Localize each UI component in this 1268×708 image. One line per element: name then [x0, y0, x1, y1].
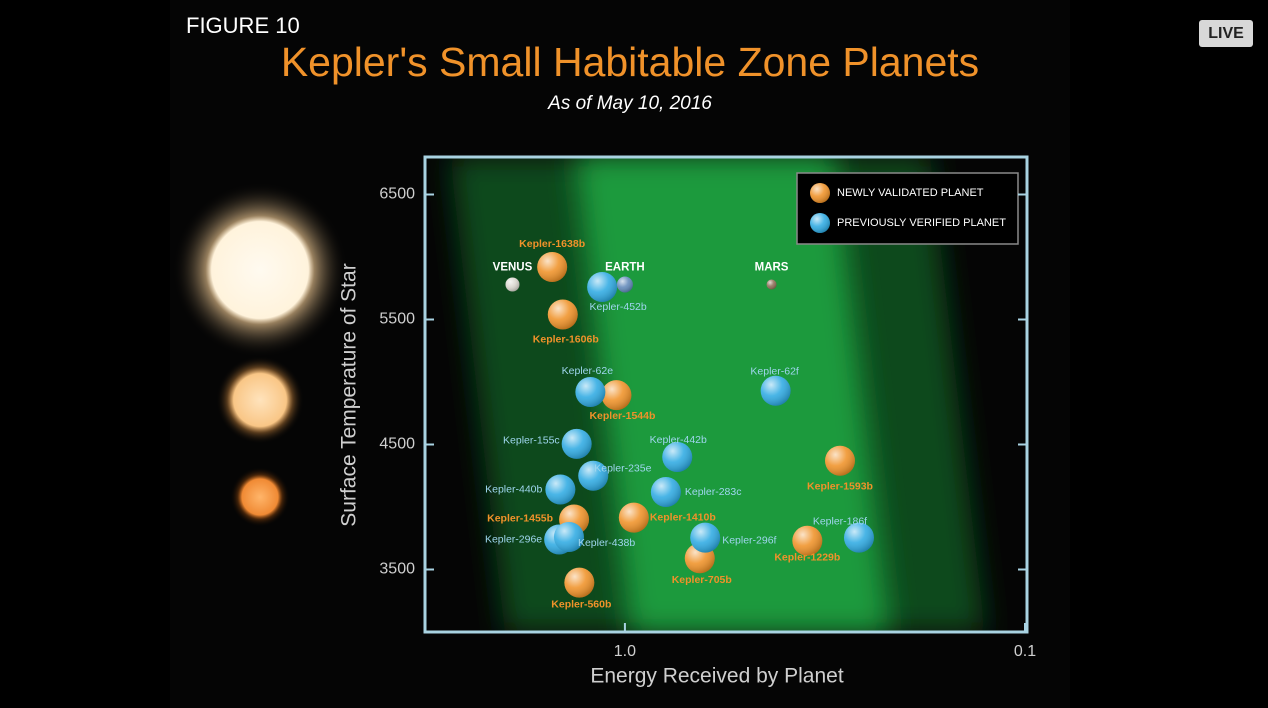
planet-label: Kepler-155c — [503, 435, 560, 447]
planet-label: Kepler-440b — [485, 483, 542, 495]
chart-title: Kepler's Small Habitable Zone Planets — [281, 39, 979, 85]
planet-label: Kepler-1455b — [487, 512, 553, 524]
planet-label: Kepler-62f — [750, 366, 799, 378]
y-tick-label: 6500 — [379, 186, 415, 203]
planet-shine — [766, 279, 777, 290]
star-icon — [216, 356, 304, 444]
y-tick-label: 4500 — [379, 436, 415, 453]
planet-shine — [564, 567, 595, 598]
planet-shine — [810, 183, 830, 203]
planet-shine — [561, 428, 592, 459]
planet-shine — [690, 522, 721, 553]
planet-label: Kepler-438b — [578, 537, 635, 549]
planet-shine — [545, 474, 576, 505]
chart-subtitle: As of May 10, 2016 — [547, 93, 712, 114]
planet-shine — [810, 213, 830, 233]
planet-label: Kepler-235e — [594, 463, 651, 475]
planet-label: Kepler-283c — [685, 486, 742, 498]
star-icon — [230, 467, 290, 527]
solar-planet-label: VENUS — [493, 262, 533, 274]
planet-label: Kepler-1229b — [774, 552, 840, 564]
y-axis-label: Surface Temperature of Star — [338, 263, 361, 526]
zone-band — [575, 157, 890, 632]
y-tick-label: 3500 — [379, 561, 415, 578]
planet-label: Kepler-1638b — [519, 238, 585, 250]
planet-label: Kepler-1544b — [589, 410, 655, 422]
planet-label: Kepler-296e — [485, 533, 542, 545]
solar-planet-label: MARS — [755, 262, 789, 274]
planet-shine — [547, 299, 578, 330]
legend: NEWLY VALIDATED PLANET PREVIOUSLY VERIFIE… — [796, 172, 1019, 245]
planet-shine — [792, 525, 823, 556]
x-tick-label: 1.0 — [614, 643, 636, 660]
planet-shine — [616, 276, 633, 293]
planet-shine — [553, 522, 584, 552]
x-tick-label: 0.1 — [1014, 643, 1036, 660]
planet-label: Kepler-296f — [722, 534, 776, 546]
solar-planet-label: EARTH — [605, 262, 645, 274]
planet-label: Kepler-1606b — [533, 333, 599, 345]
planet-shine — [760, 375, 791, 406]
planet-shine — [843, 522, 874, 553]
planet-label: Kepler-442b — [650, 434, 707, 446]
planet-label: Kepler-186f — [813, 515, 867, 527]
figure-label: FIGURE 10 — [186, 13, 300, 38]
planet-shine — [587, 272, 618, 302]
planet-shine — [575, 377, 606, 407]
planet-shine — [650, 477, 681, 507]
planet-shine — [537, 252, 568, 282]
planet-label: Kepler-62e — [562, 365, 614, 377]
planet-shine — [662, 442, 693, 472]
planet-label: Kepler-705b — [672, 574, 732, 586]
y-tick-label: 5500 — [379, 311, 415, 328]
star-icon — [172, 182, 348, 358]
planet-shine — [618, 502, 649, 533]
legend-label: NEWLY VALIDATED PLANET — [837, 187, 984, 199]
legend-box — [796, 172, 1019, 245]
planet-label: Kepler-560b — [551, 598, 611, 610]
planet-shine — [601, 380, 632, 411]
legend-label: PREVIOUSLY VERIFIED PLANET — [837, 217, 1006, 229]
planet-label: Kepler-1593b — [807, 481, 873, 493]
planet-shine — [505, 277, 520, 292]
planet-shine — [825, 445, 856, 476]
live-badge — [1199, 20, 1253, 47]
plot-frame — [423, 155, 1029, 634]
planet-label: Kepler-1410b — [650, 511, 716, 523]
x-axis-label: Energy Received by Planet — [590, 665, 843, 688]
planet-label: Kepler-452b — [590, 301, 647, 313]
live-badge-text: LIVE — [1208, 25, 1244, 42]
planet-shine — [578, 460, 609, 491]
